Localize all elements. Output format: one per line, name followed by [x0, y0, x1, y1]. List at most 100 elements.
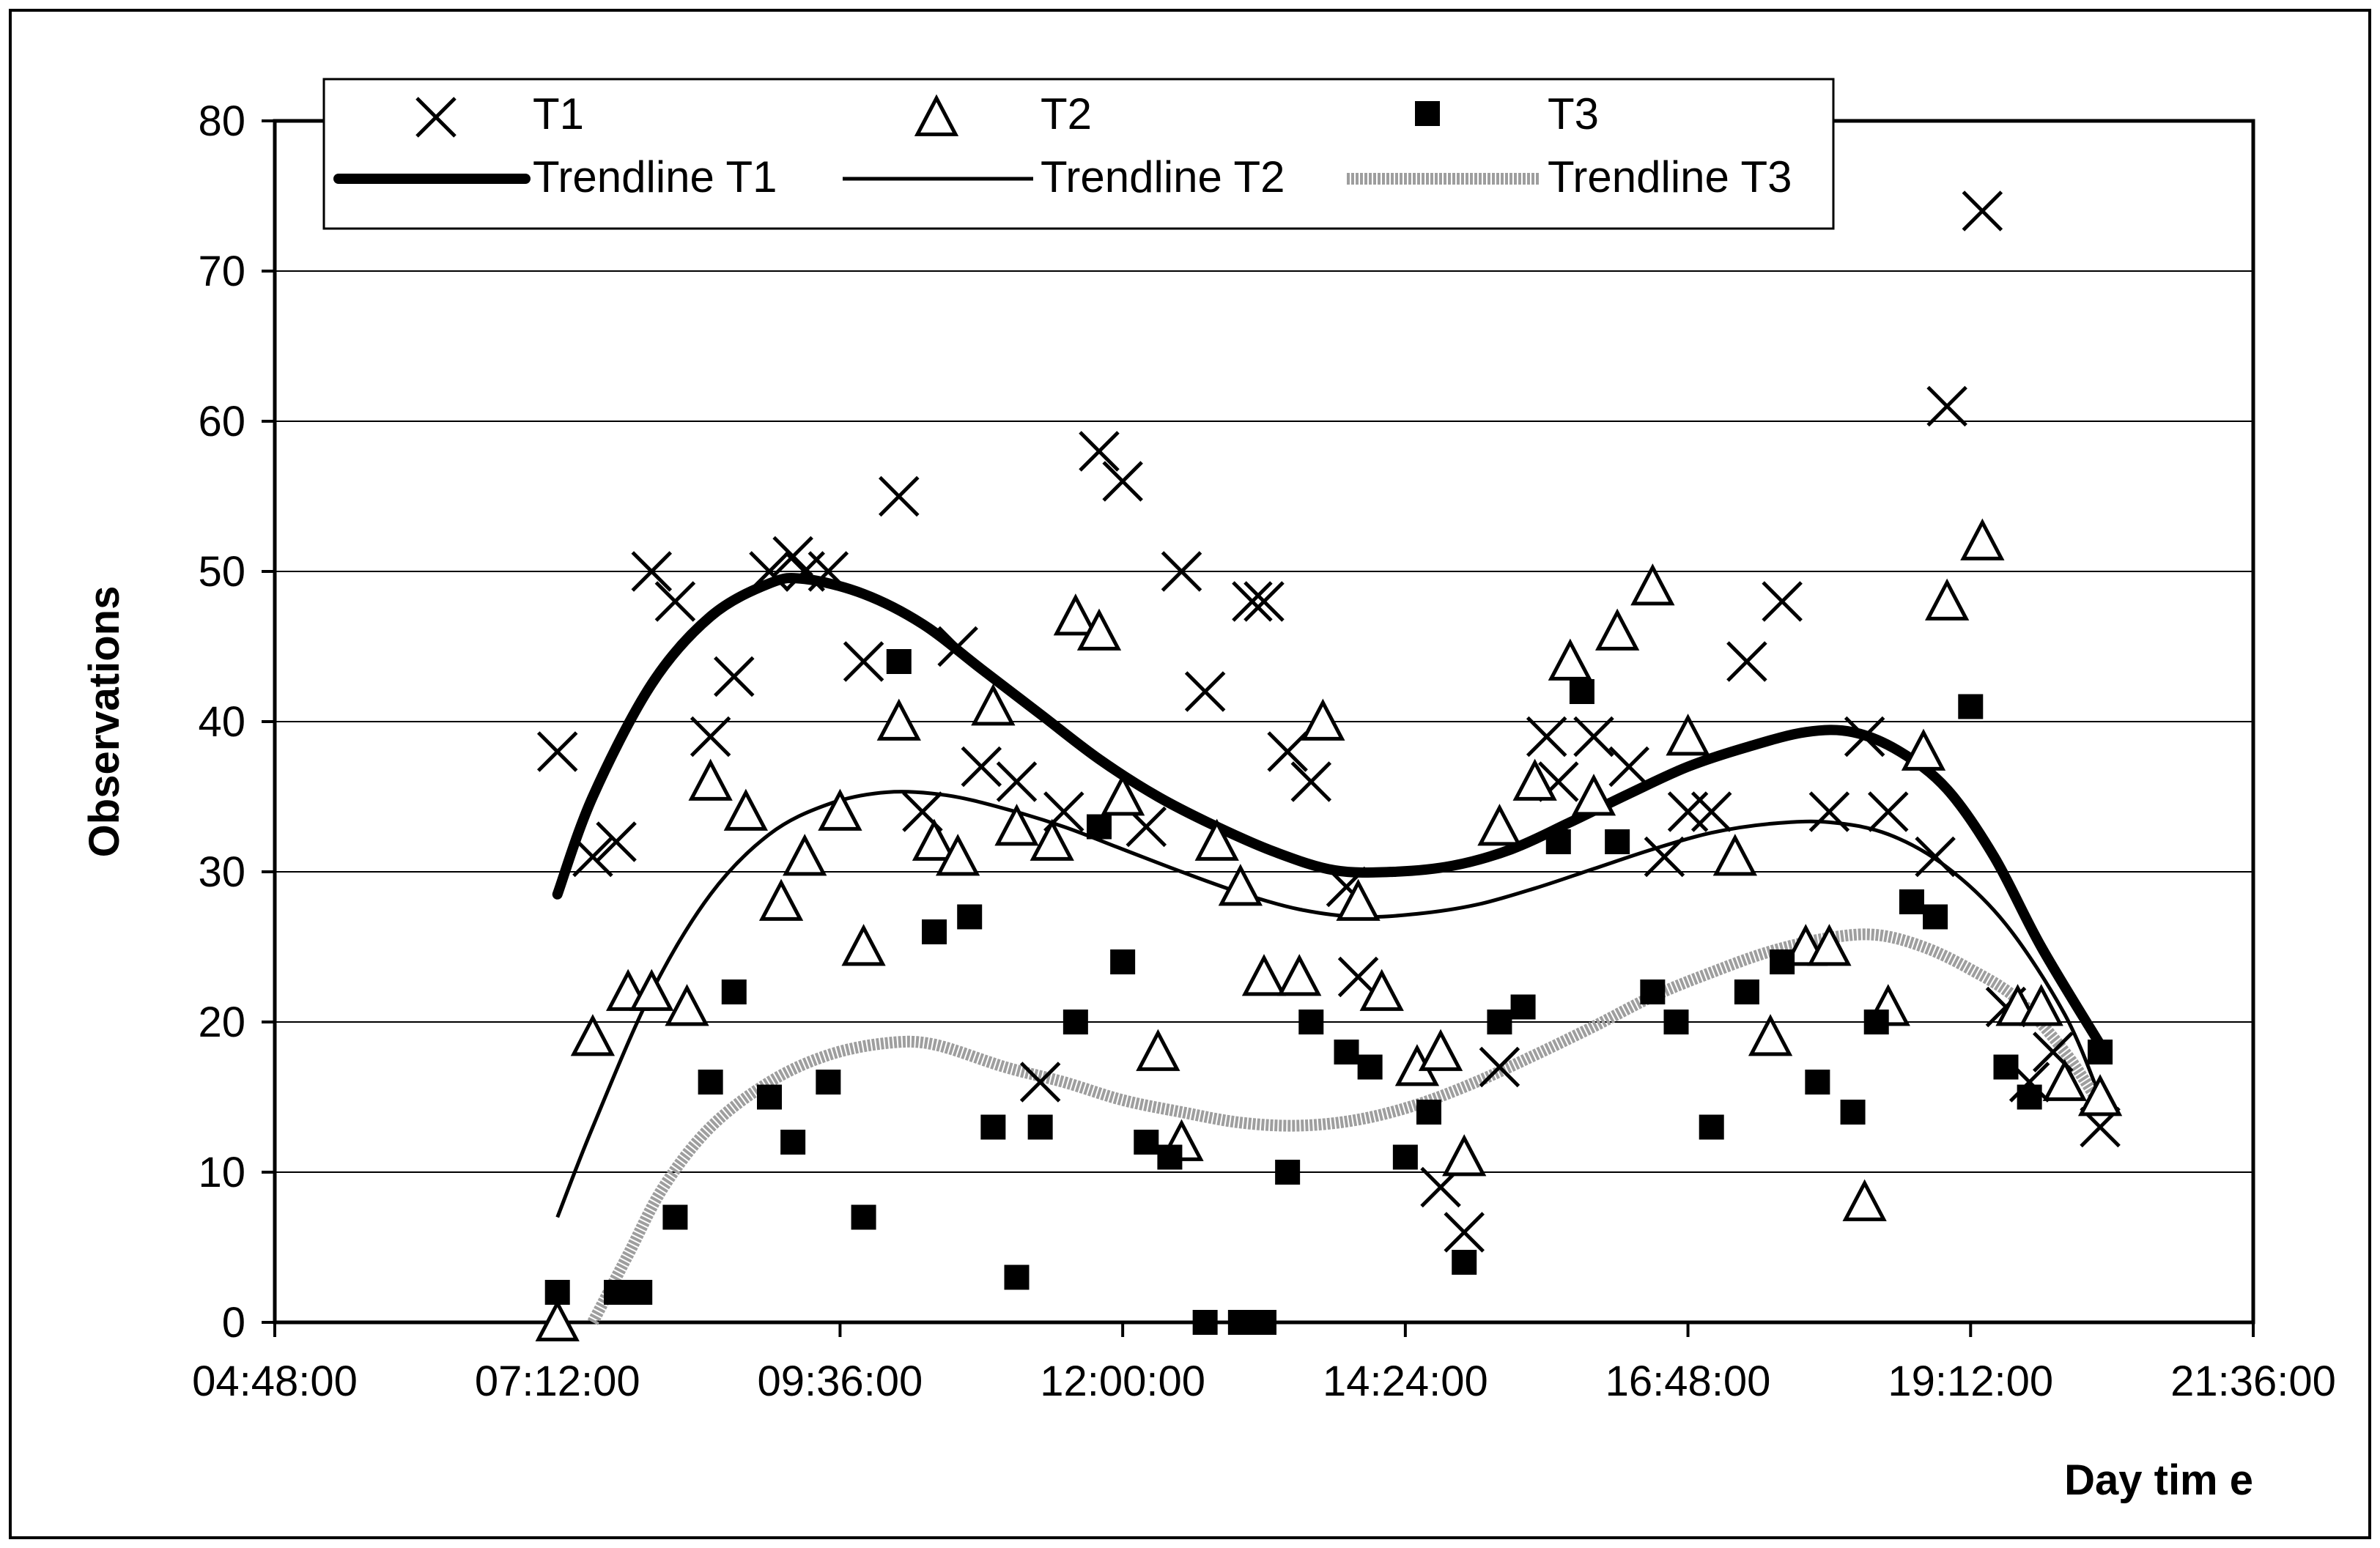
data-point-t3: [886, 649, 912, 674]
data-point-t1: [1808, 791, 1850, 832]
series-layer: [535, 190, 2123, 1341]
data-point-t3: [1993, 1054, 2019, 1080]
data-point-t3: [1452, 1250, 1477, 1275]
data-point-t2: [783, 834, 827, 876]
data-point-t1: [1184, 671, 1226, 712]
x-tick-label: 07:12:00: [475, 1358, 640, 1405]
data-point-t1: [879, 475, 920, 517]
data-point-t3: [1134, 1130, 1159, 1155]
data-point-t1: [749, 551, 790, 592]
data-point-t1: [1844, 716, 1885, 758]
legend-label-trendline-t2: Trendline T2: [1041, 152, 1285, 201]
data-point-t3: [604, 1280, 629, 1305]
data-point-t1: [1161, 551, 1202, 592]
data-point-t3: [1298, 1010, 1324, 1034]
series-t3: [544, 649, 2113, 1335]
legend-label-trendline-t1: Trendline T1: [533, 152, 777, 201]
gridlines: [275, 270, 2253, 1173]
data-point-t3: [1545, 829, 1571, 854]
y-tick-label: 0: [222, 1299, 245, 1347]
y-tick-label: 40: [198, 698, 245, 746]
data-point-t3: [851, 1204, 876, 1230]
y-tick-label: 80: [198, 97, 245, 145]
data-point-t2: [1807, 924, 1852, 966]
legend-label-trendline-t3: Trendline T3: [1548, 152, 1792, 201]
data-point-t3: [627, 1280, 653, 1305]
data-point-t3: [1699, 1114, 1724, 1140]
data-point-t2: [688, 758, 733, 801]
x-axis: 04:48:00 07:12:00 09:36:00 12:00:00 14:24:00…: [192, 1322, 2336, 1405]
data-point-t2: [723, 788, 768, 831]
data-point-t2: [1301, 698, 1345, 741]
data-point-t2: [971, 684, 1016, 726]
y-tick-label: 10: [198, 1149, 245, 1196]
data-point-t3: [1416, 1100, 1441, 1125]
data-point-t1: [1608, 746, 1649, 788]
data-point-t2: [1901, 728, 1946, 771]
data-point-t3: [1569, 679, 1594, 704]
data-point-t3: [721, 979, 747, 1004]
data-point-t3: [1923, 904, 1948, 930]
data-point-t2: [1571, 774, 1616, 816]
data-point-t2: [1712, 834, 1757, 876]
data-point-t3: [1958, 694, 1984, 719]
data-point-t1: [1479, 1046, 1520, 1088]
data-point-t2: [1512, 758, 1557, 801]
data-point-t1: [654, 581, 696, 622]
legend: T1 T2 T3 Trendline T1 Trendline T2 Trend…: [322, 78, 1835, 230]
data-point-t2: [2042, 1059, 2087, 1101]
data-point-t2: [1748, 1014, 1793, 1056]
chart-frame: [9, 9, 2371, 1539]
data-point-t3: [1640, 979, 1666, 1004]
data-point-t1: [596, 821, 637, 862]
data-point-t3: [1605, 829, 1630, 854]
data-point-t1: [1644, 836, 1685, 878]
x-tick-label: 14:24:00: [1323, 1358, 1488, 1405]
data-point-t1: [1690, 791, 1732, 832]
data-point-t1: [1019, 1062, 1061, 1103]
data-point-t1: [1290, 761, 1332, 802]
legend-box: [322, 78, 1835, 230]
data-point-t2: [1359, 969, 1404, 1011]
data-point-t3: [698, 1070, 723, 1095]
data-point-t1: [1926, 385, 1967, 427]
data-point-t1: [808, 551, 849, 592]
data-point-t1: [631, 551, 673, 592]
data-point-t3: [1392, 1144, 1418, 1170]
legend-marker-t2: [914, 94, 959, 136]
data-point-t2: [818, 788, 862, 831]
data-point-t3: [780, 1130, 806, 1155]
data-point-t3: [1334, 1040, 1359, 1064]
data-point-t1: [1526, 716, 1567, 758]
data-point-t2: [1548, 638, 1592, 681]
legend-marker-t1: [415, 97, 457, 138]
data-point-t1: [843, 641, 884, 682]
data-point-t3: [1734, 979, 1759, 1004]
data-point-t1: [937, 626, 978, 667]
data-point-t2: [1960, 518, 2005, 560]
data-point-t3: [1487, 1010, 1512, 1034]
data-point-t1: [1079, 431, 1120, 472]
legend-label-t1: T1: [533, 89, 584, 138]
y-tick-label: 20: [198, 999, 245, 1046]
data-point-t1: [1444, 1212, 1485, 1253]
data-point-t3: [1663, 1010, 1689, 1034]
data-point-t1: [1962, 190, 2003, 232]
data-point-t3: [922, 919, 947, 944]
data-point-t1: [1726, 641, 1767, 682]
x-tick-label: 09:36:00: [758, 1358, 923, 1405]
data-point-t2: [1842, 1179, 1887, 1221]
data-point-t2: [1442, 1134, 1487, 1177]
data-point-t3: [1510, 994, 1536, 1020]
x-tick-label: 04:48:00: [192, 1358, 358, 1405]
data-point-t2: [1630, 563, 1675, 606]
data-point-t2: [758, 878, 804, 921]
legend-symbols: [333, 94, 1539, 185]
data-point-t3: [1252, 1310, 1276, 1335]
y-tick-label: 70: [198, 248, 245, 295]
data-point-t2: [912, 818, 957, 861]
data-point-t1: [1762, 581, 1803, 622]
legend-marker-t3: [1415, 101, 1440, 126]
data-point-t2: [1336, 878, 1381, 921]
x-tick-label: 16:48:00: [1605, 1358, 1771, 1405]
